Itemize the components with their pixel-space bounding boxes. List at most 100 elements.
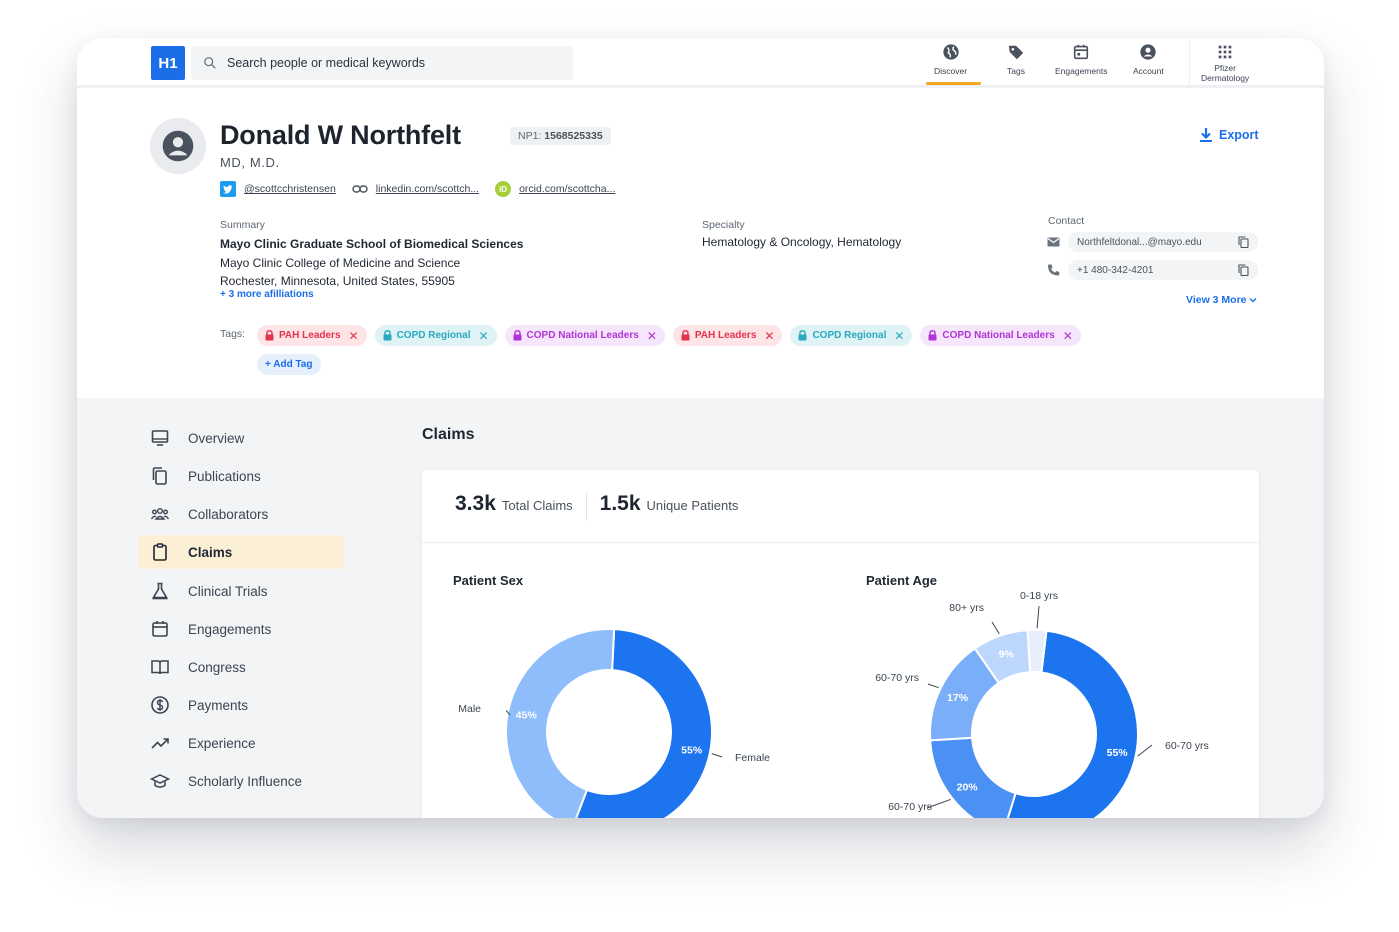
donut-slice[interactable] — [929, 736, 1017, 818]
profile-degree: MD, M.D. — [220, 155, 280, 170]
trend-icon — [151, 738, 169, 749]
primary-affiliation: Mayo Clinic Graduate School of Biomedica… — [220, 237, 524, 251]
twitter-link[interactable]: @scottcchristensen — [244, 183, 336, 195]
sidebar-item-congress[interactable]: Congress — [138, 650, 344, 684]
lock-icon — [383, 330, 392, 341]
sidebar-item-overview[interactable]: Overview — [138, 421, 344, 455]
slice-category-label: 80+ yrs — [949, 602, 984, 614]
sidebar-item-clinical-trials[interactable]: Clinical Trials — [138, 574, 344, 608]
remove-tag-icon[interactable]: ✕ — [1062, 328, 1073, 343]
patient-age-title: Patient Age — [866, 573, 938, 588]
workspace-name-line1: Pfizer — [1214, 63, 1236, 73]
slice-percent-label: 20% — [957, 781, 979, 793]
tags-label: Tags: — [220, 328, 246, 340]
donut-slice[interactable] — [1003, 629, 1139, 818]
nav-account[interactable]: Account — [1133, 43, 1164, 76]
flask-icon — [152, 582, 168, 600]
search-bar[interactable] — [191, 46, 573, 80]
sidebar-item-experience[interactable]: Experience — [138, 726, 344, 760]
lock-icon — [681, 330, 690, 341]
tag-chip[interactable]: PAH Leaders ✕ — [257, 325, 367, 346]
slice-category-label: 60-70 yrs — [875, 672, 919, 684]
sidebar-item-label: Engagements — [188, 621, 272, 637]
sidebar-item-publications[interactable]: Publications — [138, 459, 344, 493]
email-row: Northfeltdonal...@mayo.edu — [1047, 232, 1258, 252]
sidebar-item-collaborators[interactable]: Collaborators — [138, 497, 344, 531]
specialty-label: Specialty — [702, 219, 745, 231]
sidebar-item-label: Experience — [188, 735, 256, 751]
tag-chip[interactable]: PAH Leaders ✕ — [672, 325, 783, 346]
total-claims-value: 3.3k — [455, 492, 496, 515]
tag-chip[interactable]: COPD National Leaders ✕ — [504, 325, 665, 346]
copy-icon[interactable] — [1238, 264, 1249, 276]
contact-label: Contact — [1048, 215, 1085, 227]
phone-icon — [1048, 264, 1060, 276]
patient-sex-title: Patient Sex — [453, 573, 524, 588]
view-more-label: View 3 More — [1186, 294, 1247, 306]
lock-icon — [928, 330, 937, 341]
nav-divider — [1189, 38, 1190, 86]
tag-chip[interactable]: COPD Regional ✕ — [790, 325, 913, 346]
account-icon — [1140, 44, 1157, 60]
slice-category-label: 60-70 yrs — [888, 801, 932, 813]
documents-icon — [152, 467, 167, 485]
slice-category-label: 60-70 yrs — [1165, 740, 1209, 752]
tag-chip[interactable]: COPD Regional ✕ — [374, 325, 497, 346]
remove-tag-icon[interactable]: ✕ — [646, 328, 657, 343]
donut-slice[interactable] — [572, 628, 713, 818]
nav-engagements[interactable]: Engagements — [1055, 43, 1107, 76]
nav-tags-label: Tags — [1007, 66, 1025, 76]
workspace-name-line2: Dermatology — [1201, 73, 1250, 83]
sidebar-item-scholarly-influence[interactable]: Scholarly Influence — [138, 764, 344, 798]
calendar-icon — [152, 621, 168, 637]
sidebar-item-payments[interactable]: Payments — [138, 688, 344, 722]
slice-category-label: Female — [735, 752, 770, 764]
search-input[interactable] — [227, 56, 547, 70]
nav-discover[interactable]: Discover — [934, 43, 967, 76]
donut-slice[interactable] — [1026, 629, 1048, 674]
npi-number: 1568525335 — [544, 130, 603, 142]
remove-tag-icon[interactable]: ✕ — [348, 328, 359, 343]
social-links: @scottcchristensen linkedin.com/scottch.… — [220, 181, 615, 197]
remove-tag-icon[interactable]: ✕ — [894, 328, 905, 343]
leader-line — [991, 621, 1000, 635]
leader-line — [1137, 744, 1153, 757]
leader-line — [711, 753, 723, 758]
h1-logo[interactable]: H1 — [151, 46, 185, 80]
nav-discover-label: Discover — [934, 66, 968, 76]
profile-name: Donald W Northfelt — [220, 120, 461, 150]
app-window: H1 Discover Tags Engagements Account Pfi… — [77, 38, 1324, 818]
sidebar-item-label: Scholarly Influence — [188, 773, 303, 789]
email-icon — [1047, 237, 1060, 247]
dollar-icon — [151, 696, 169, 714]
tag-label: COPD Regional — [396, 330, 471, 341]
add-tag-button[interactable]: + Add Tag — [257, 354, 321, 375]
view-more-contacts-link[interactable]: View 3 More — [1186, 294, 1257, 306]
export-button[interactable]: Export — [1199, 127, 1259, 143]
orcid-link[interactable]: orcid.com/scottcha... — [519, 183, 616, 195]
more-affiliations-link[interactable]: + 3 more afilliations — [220, 289, 314, 300]
tag-chip[interactable]: COPD National Leaders ✕ — [920, 325, 1081, 346]
avatar — [150, 118, 206, 174]
claims-stats: 3.3k Total Claims 1.5k Unique Patients — [455, 492, 738, 522]
globe-icon — [942, 44, 959, 60]
sidebar-item-label: Payments — [188, 697, 249, 713]
email-value: Northfeltdonal...@mayo.edu — [1077, 236, 1202, 248]
leader-line — [505, 710, 511, 716]
nav-tags[interactable]: Tags — [1007, 43, 1025, 76]
slice-percent-label: 55% — [681, 744, 703, 756]
lock-icon — [798, 330, 807, 341]
linkedin-link[interactable]: linkedin.com/scottch... — [375, 183, 480, 195]
card-divider — [422, 542, 1259, 543]
sidebar-item-claims[interactable]: Claims — [138, 535, 344, 569]
remove-tag-icon[interactable]: ✕ — [478, 328, 489, 343]
copy-icon[interactable] — [1238, 236, 1249, 248]
slice-percent-label: 55% — [1107, 747, 1129, 759]
sidebar-item-engagements[interactable]: Engagements — [138, 612, 344, 646]
donut-slice[interactable] — [505, 628, 616, 818]
tag-label: COPD National Leaders — [942, 330, 1055, 341]
remove-tag-icon[interactable]: ✕ — [764, 328, 775, 343]
nav-workspace-switcher[interactable]: Pfizer Dermatology — [1201, 43, 1249, 83]
summary-affiliations: Mayo Clinic Graduate School of Biomedica… — [220, 235, 523, 291]
unique-patients-value: 1.5k — [599, 492, 641, 515]
